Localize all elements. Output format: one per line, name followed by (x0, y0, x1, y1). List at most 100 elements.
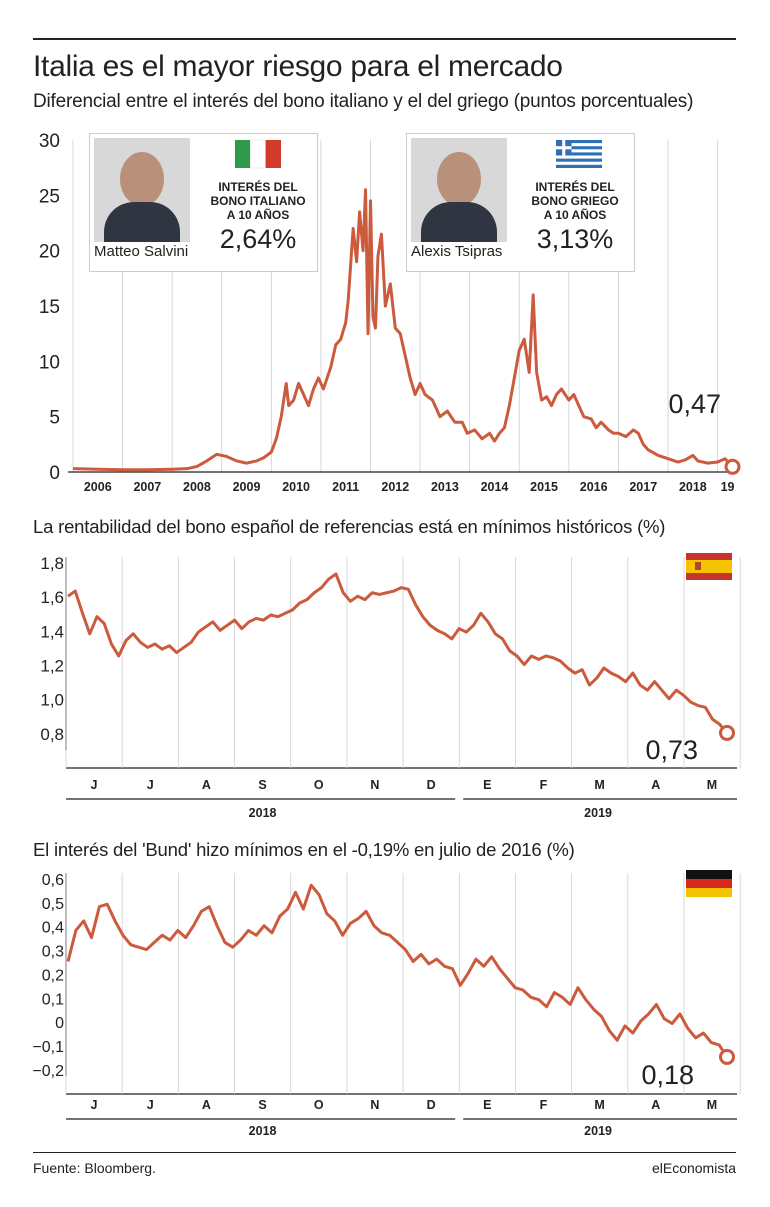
series-line (67, 572, 729, 734)
month-tick-label: E (483, 1098, 491, 1112)
y-tick-label: 0 (55, 1015, 64, 1032)
series-end-label: 0,18 (641, 1060, 694, 1090)
italy-label: INTERÉS DEL BONO ITALIANO A 10 AÑOS (210, 180, 306, 222)
spread-end-marker (724, 458, 741, 475)
month-tick-label: E (483, 778, 491, 792)
series-end-marker (719, 1048, 735, 1065)
footer-rule (33, 1152, 736, 1153)
y-tick-label: 0,5 (42, 896, 64, 913)
x-tick-label: 2009 (233, 480, 261, 494)
card-greece: Alexis Tsipras INTERÉS DEL BONO GRIEGO A 1… (406, 133, 635, 272)
x-tick-label: 2014 (481, 480, 509, 494)
x-tick-label: 2006 (84, 480, 112, 494)
x-tick-label: 2016 (580, 480, 608, 494)
month-tick-label: D (427, 1098, 436, 1112)
chart2-title: La rentabilidad del bono español de refe… (33, 516, 666, 537)
y-tick-label: −0,1 (32, 1039, 64, 1056)
salvini-name: Matteo Salvini (94, 243, 189, 260)
y-tick-label: 25 (39, 186, 60, 207)
series-line (66, 883, 729, 1058)
italy-flag-icon (235, 139, 281, 169)
x-tick-label: 2013 (431, 480, 459, 494)
month-tick-label: A (651, 778, 660, 792)
chart3-title: El interés del 'Bund' hizo mínimos en el… (33, 839, 575, 860)
month-tick-label: D (427, 778, 436, 792)
germany-flag-red (686, 879, 732, 888)
greece-label: INTERÉS DEL BONO GRIEGO A 10 AÑOS (531, 180, 619, 222)
month-tick-label: F (540, 778, 548, 792)
x-tick-label: 2007 (133, 480, 161, 494)
y-tick-label: 0 (49, 463, 60, 484)
germany-flag-black (686, 870, 732, 879)
y-tick-label: 0,2 (42, 967, 64, 984)
y-tick-label: 1,0 (40, 691, 64, 710)
x-tick-label: 2008 (183, 480, 211, 494)
spread-series-line (72, 188, 734, 472)
x-tick-label: 2012 (381, 480, 409, 494)
month-tick-label: J (91, 778, 98, 792)
month-tick-label: A (202, 1098, 211, 1112)
month-tick-label: N (370, 778, 379, 792)
month-tick-label: S (258, 1098, 266, 1112)
y-tick-label: 5 (49, 408, 60, 429)
y-tick-label: 0,8 (40, 725, 64, 744)
month-tick-label: J (147, 1098, 154, 1112)
month-tick-label: A (651, 1098, 660, 1112)
x-tick-label: 2018 (679, 480, 707, 494)
year-label-2018: 2018 (249, 806, 277, 820)
y-tick-label: 1,6 (40, 588, 64, 607)
y-tick-label: 0,1 (42, 991, 64, 1008)
y-tick-label: 1,2 (40, 657, 64, 676)
y-tick-label: −0,2 (32, 1063, 64, 1080)
greece-value: 3,13% (536, 224, 614, 254)
footer-source: Fuente: Bloomberg. (33, 1160, 156, 1176)
y-tick-label: 15 (39, 297, 60, 318)
y-tick-label: 20 (39, 242, 60, 263)
month-tick-label: J (147, 778, 154, 792)
month-tick-label: A (202, 778, 211, 792)
x-tick-label: 19 (721, 480, 735, 494)
y-tick-label: 0,3 (42, 944, 64, 961)
y-tick-label: 0,6 (42, 872, 64, 889)
year-label-2018: 2018 (249, 1124, 277, 1138)
month-tick-label: O (314, 778, 324, 792)
page-title: Italia es el mayor riesgo para el mercad… (33, 50, 563, 83)
y-tick-label: 10 (39, 352, 60, 373)
month-tick-label: O (314, 1098, 324, 1112)
germany-flag-icon (686, 870, 732, 897)
footer-brand: elEconomista (651, 1160, 736, 1176)
month-tick-label: S (258, 778, 266, 792)
top-rule (33, 38, 736, 40)
greece-flag-icon (556, 140, 602, 168)
card-italy: Matteo Salvini INTERÉS DEL BONO ITALIANO A… (89, 133, 318, 272)
tsipras-name: Alexis Tsipras (411, 243, 503, 260)
month-tick-label: N (370, 1098, 379, 1112)
year-label-2019: 2019 (584, 806, 612, 820)
month-tick-label: J (91, 1098, 98, 1112)
salvini-photo (94, 138, 190, 242)
year-label-2019: 2019 (584, 1124, 612, 1138)
x-tick-label: 2015 (530, 480, 558, 494)
x-tick-label: 2010 (282, 480, 310, 494)
series-end-marker (719, 724, 735, 741)
y-tick-label: 30 (39, 131, 60, 152)
y-tick-label: 0,4 (42, 920, 64, 937)
y-tick-label: 1,4 (40, 622, 64, 641)
month-tick-label: M (594, 1098, 604, 1112)
month-tick-label: M (707, 778, 717, 792)
tsipras-photo (411, 138, 507, 242)
germany-flag-gold (686, 888, 732, 897)
chart1-subtitle: Diferencial entre el interés del bono it… (33, 91, 694, 112)
spread-end-label: 0,47 (668, 389, 721, 419)
italy-value: 2,64% (219, 224, 297, 254)
spain-flag-icon (686, 553, 732, 580)
month-tick-label: M (707, 1098, 717, 1112)
y-tick-label: 1,8 (40, 554, 64, 573)
series-end-label: 0,73 (645, 735, 698, 765)
month-tick-label: M (594, 778, 604, 792)
x-tick-label: 2011 (332, 480, 359, 494)
spain-flag-emblem (695, 562, 701, 570)
